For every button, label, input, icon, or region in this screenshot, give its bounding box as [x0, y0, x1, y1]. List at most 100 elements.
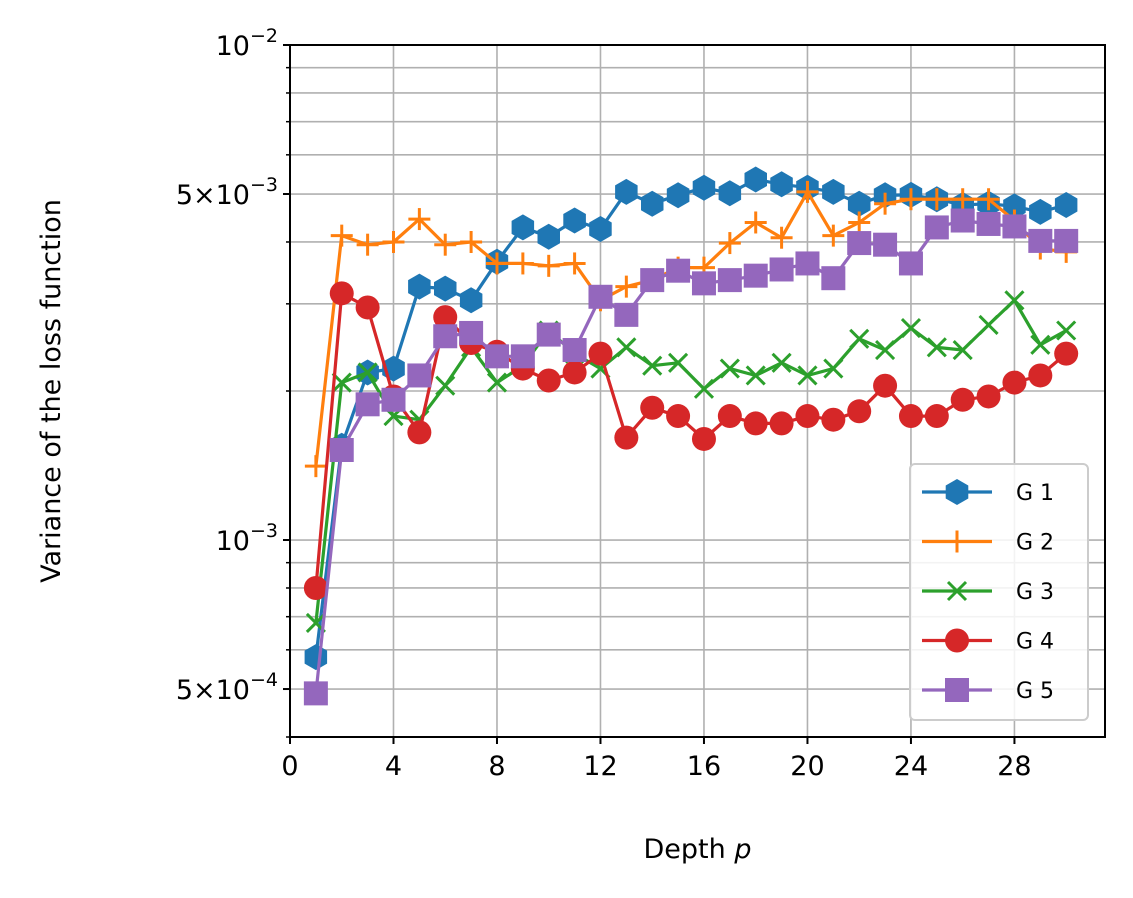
x-stroke [357, 362, 378, 383]
data-point [329, 437, 354, 462]
data-point [668, 352, 689, 373]
x-tick-label: 0 [281, 751, 298, 782]
y-axis-label: Variance of the loss function [36, 199, 67, 583]
data-point [304, 455, 327, 478]
data-point [821, 266, 846, 291]
data-point [355, 295, 380, 320]
data-point [615, 275, 638, 298]
data-point [303, 575, 328, 600]
data-point [795, 404, 820, 429]
data-point [875, 339, 896, 361]
x-stroke [1056, 320, 1077, 341]
data-point [1002, 370, 1027, 395]
data-point [925, 188, 948, 211]
data-point [719, 358, 740, 379]
data-point [1004, 290, 1025, 311]
data-point [460, 230, 483, 253]
x-stroke [926, 337, 947, 358]
data-point [433, 324, 458, 349]
data-point [408, 273, 431, 300]
data-point [822, 178, 845, 205]
y-tick-label: 10−2 [216, 25, 278, 62]
data-point [1030, 334, 1051, 355]
x-tick-label: 24 [894, 751, 928, 782]
x-stroke [849, 328, 870, 349]
data-point [847, 399, 872, 424]
data-point [614, 302, 639, 327]
data-point [950, 208, 975, 233]
data-point [1029, 198, 1052, 225]
x-stroke [486, 372, 508, 393]
data-point [797, 365, 818, 386]
x-stroke [435, 375, 456, 396]
data-point [951, 188, 974, 211]
data-point [459, 320, 484, 345]
data-point [330, 224, 353, 247]
x-stroke [875, 339, 896, 361]
data-point [356, 233, 379, 256]
data-point [744, 166, 767, 193]
data-point [616, 337, 637, 358]
x-stroke [771, 352, 792, 373]
data-point [924, 404, 949, 429]
data-point [355, 392, 380, 417]
data-point [847, 231, 872, 256]
x-tick-label: 8 [488, 751, 505, 782]
data-point [848, 211, 871, 234]
data-point [874, 192, 897, 215]
data-point [849, 328, 870, 349]
data-point [562, 360, 587, 385]
x-stroke [745, 365, 766, 386]
data-point [666, 404, 691, 429]
data-point [898, 404, 923, 429]
data-point [511, 252, 534, 275]
x-stroke [952, 339, 973, 361]
data-point [666, 182, 690, 209]
legend-label: G 2 [1016, 531, 1054, 556]
x-stroke [946, 580, 968, 602]
x-stroke [900, 318, 922, 339]
data-point [1028, 228, 1053, 253]
data-point [899, 188, 922, 211]
legend: G 1 G 2 G 3 G 4 G 5 [909, 463, 1089, 721]
data-point [924, 215, 949, 240]
data-point [693, 378, 715, 399]
data-point [303, 681, 328, 706]
series-4 [303, 281, 1079, 600]
data-point [769, 257, 794, 282]
legend-box [909, 463, 1089, 721]
data-point [563, 207, 586, 234]
y-tick-label: 5×10−3 [176, 174, 278, 211]
data-point [536, 368, 561, 393]
data-point [743, 411, 768, 436]
data-point [485, 252, 508, 275]
x-stroke [1004, 290, 1025, 311]
data-point [511, 214, 535, 241]
data-point [976, 384, 1001, 409]
data-point [640, 395, 665, 420]
data-point [434, 233, 457, 256]
data-point [642, 355, 663, 376]
data-point [795, 251, 820, 276]
data-point [718, 232, 741, 255]
legend-item: G 5 [922, 678, 1054, 704]
data-point [770, 226, 793, 249]
data-point [1003, 193, 1026, 220]
data-point [382, 230, 405, 253]
data-point [510, 344, 535, 369]
data-point [537, 223, 560, 250]
data-point [407, 363, 432, 388]
data-point [536, 322, 561, 347]
x-tick-label: 20 [790, 751, 824, 782]
data-point [952, 339, 973, 361]
x-tick-label: 4 [385, 751, 402, 782]
x-stroke [693, 378, 715, 399]
x-stroke [331, 372, 352, 393]
data-point [1054, 341, 1079, 366]
data-point [589, 216, 612, 242]
data-point [407, 420, 432, 445]
series-5 [303, 208, 1079, 706]
data-point [563, 252, 586, 275]
data-point [1054, 192, 1078, 218]
